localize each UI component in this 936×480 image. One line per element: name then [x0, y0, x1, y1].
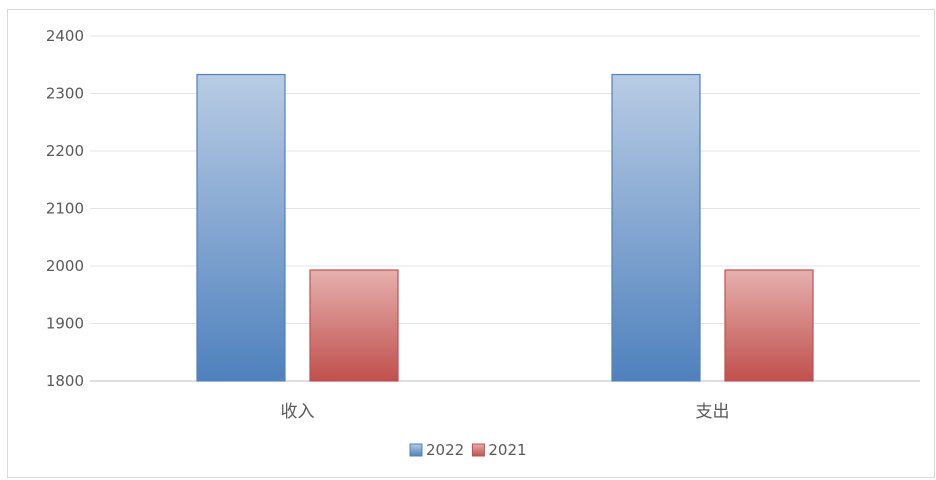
- y-axis-tick-labels: 1800 1900 2000 2100 2200 2300 2400: [46, 27, 84, 390]
- bar-2022-0: [196, 73, 286, 382]
- x-axis-category-labels: 收入 支出: [281, 402, 730, 422]
- x-category-label: 收入: [281, 402, 315, 422]
- legend-label: 2022: [426, 441, 464, 459]
- bar-2021-0: [309, 269, 399, 382]
- legend-label: 2021: [488, 441, 526, 459]
- legend: 2022 2021: [409, 441, 527, 459]
- y-tick-label: 2100: [46, 200, 84, 218]
- y-tick-label: 2300: [46, 85, 84, 103]
- legend-swatch-2022: [409, 443, 423, 457]
- x-category-label: 支出: [696, 402, 730, 422]
- y-tick-label: 1900: [46, 315, 84, 333]
- y-tick-label: 2400: [46, 27, 84, 45]
- bar-2021-1: [724, 269, 814, 382]
- y-tick-label: 2000: [46, 257, 84, 275]
- chart-frame: [7, 9, 935, 478]
- y-tick-label: 2200: [46, 142, 84, 160]
- y-tick-label: 1800: [46, 372, 84, 390]
- legend-swatch-2021: [471, 443, 485, 457]
- bars: [196, 73, 814, 382]
- bar-2022-1: [611, 73, 701, 382]
